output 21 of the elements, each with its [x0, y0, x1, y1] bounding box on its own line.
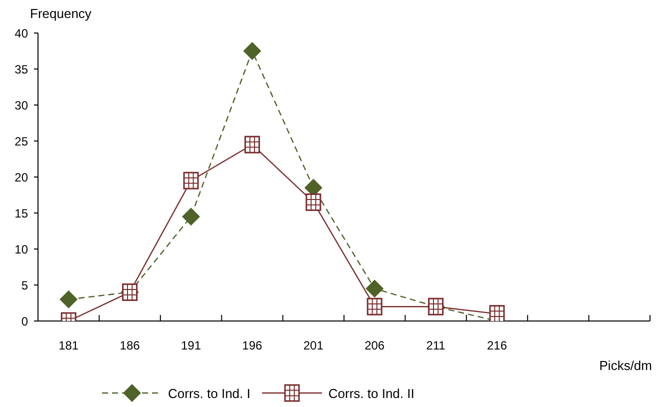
x-tick-label: 196	[242, 338, 263, 353]
legend-label: Corrs. to Ind. I	[168, 386, 250, 400]
legend-label: Corrs. to Ind. II	[328, 386, 414, 400]
y-tick-label: 40	[14, 26, 28, 40]
x-tick-label: 186	[120, 338, 140, 353]
x-tick-label: 206	[364, 338, 385, 353]
y-tick-label: 30	[14, 98, 28, 112]
x-tick-label: 201	[303, 338, 324, 353]
y-tick-label: 20	[14, 170, 28, 184]
x-tick-label: 181	[58, 338, 79, 353]
y-axis-title: Frequency	[30, 6, 92, 21]
x-tick-label: 211	[426, 338, 446, 353]
y-tick-label: 35	[14, 62, 28, 76]
x-axis-title: Picks/dm	[599, 358, 652, 373]
x-tick-label: 191	[180, 338, 202, 353]
y-tick-label: 15	[14, 206, 28, 220]
x-tick-label: 216	[486, 338, 508, 353]
y-tick-label: 10	[14, 242, 28, 256]
y-tick-label: 5	[21, 278, 28, 292]
y-tick-label: 0	[21, 314, 28, 328]
y-tick-label: 25	[14, 134, 28, 148]
